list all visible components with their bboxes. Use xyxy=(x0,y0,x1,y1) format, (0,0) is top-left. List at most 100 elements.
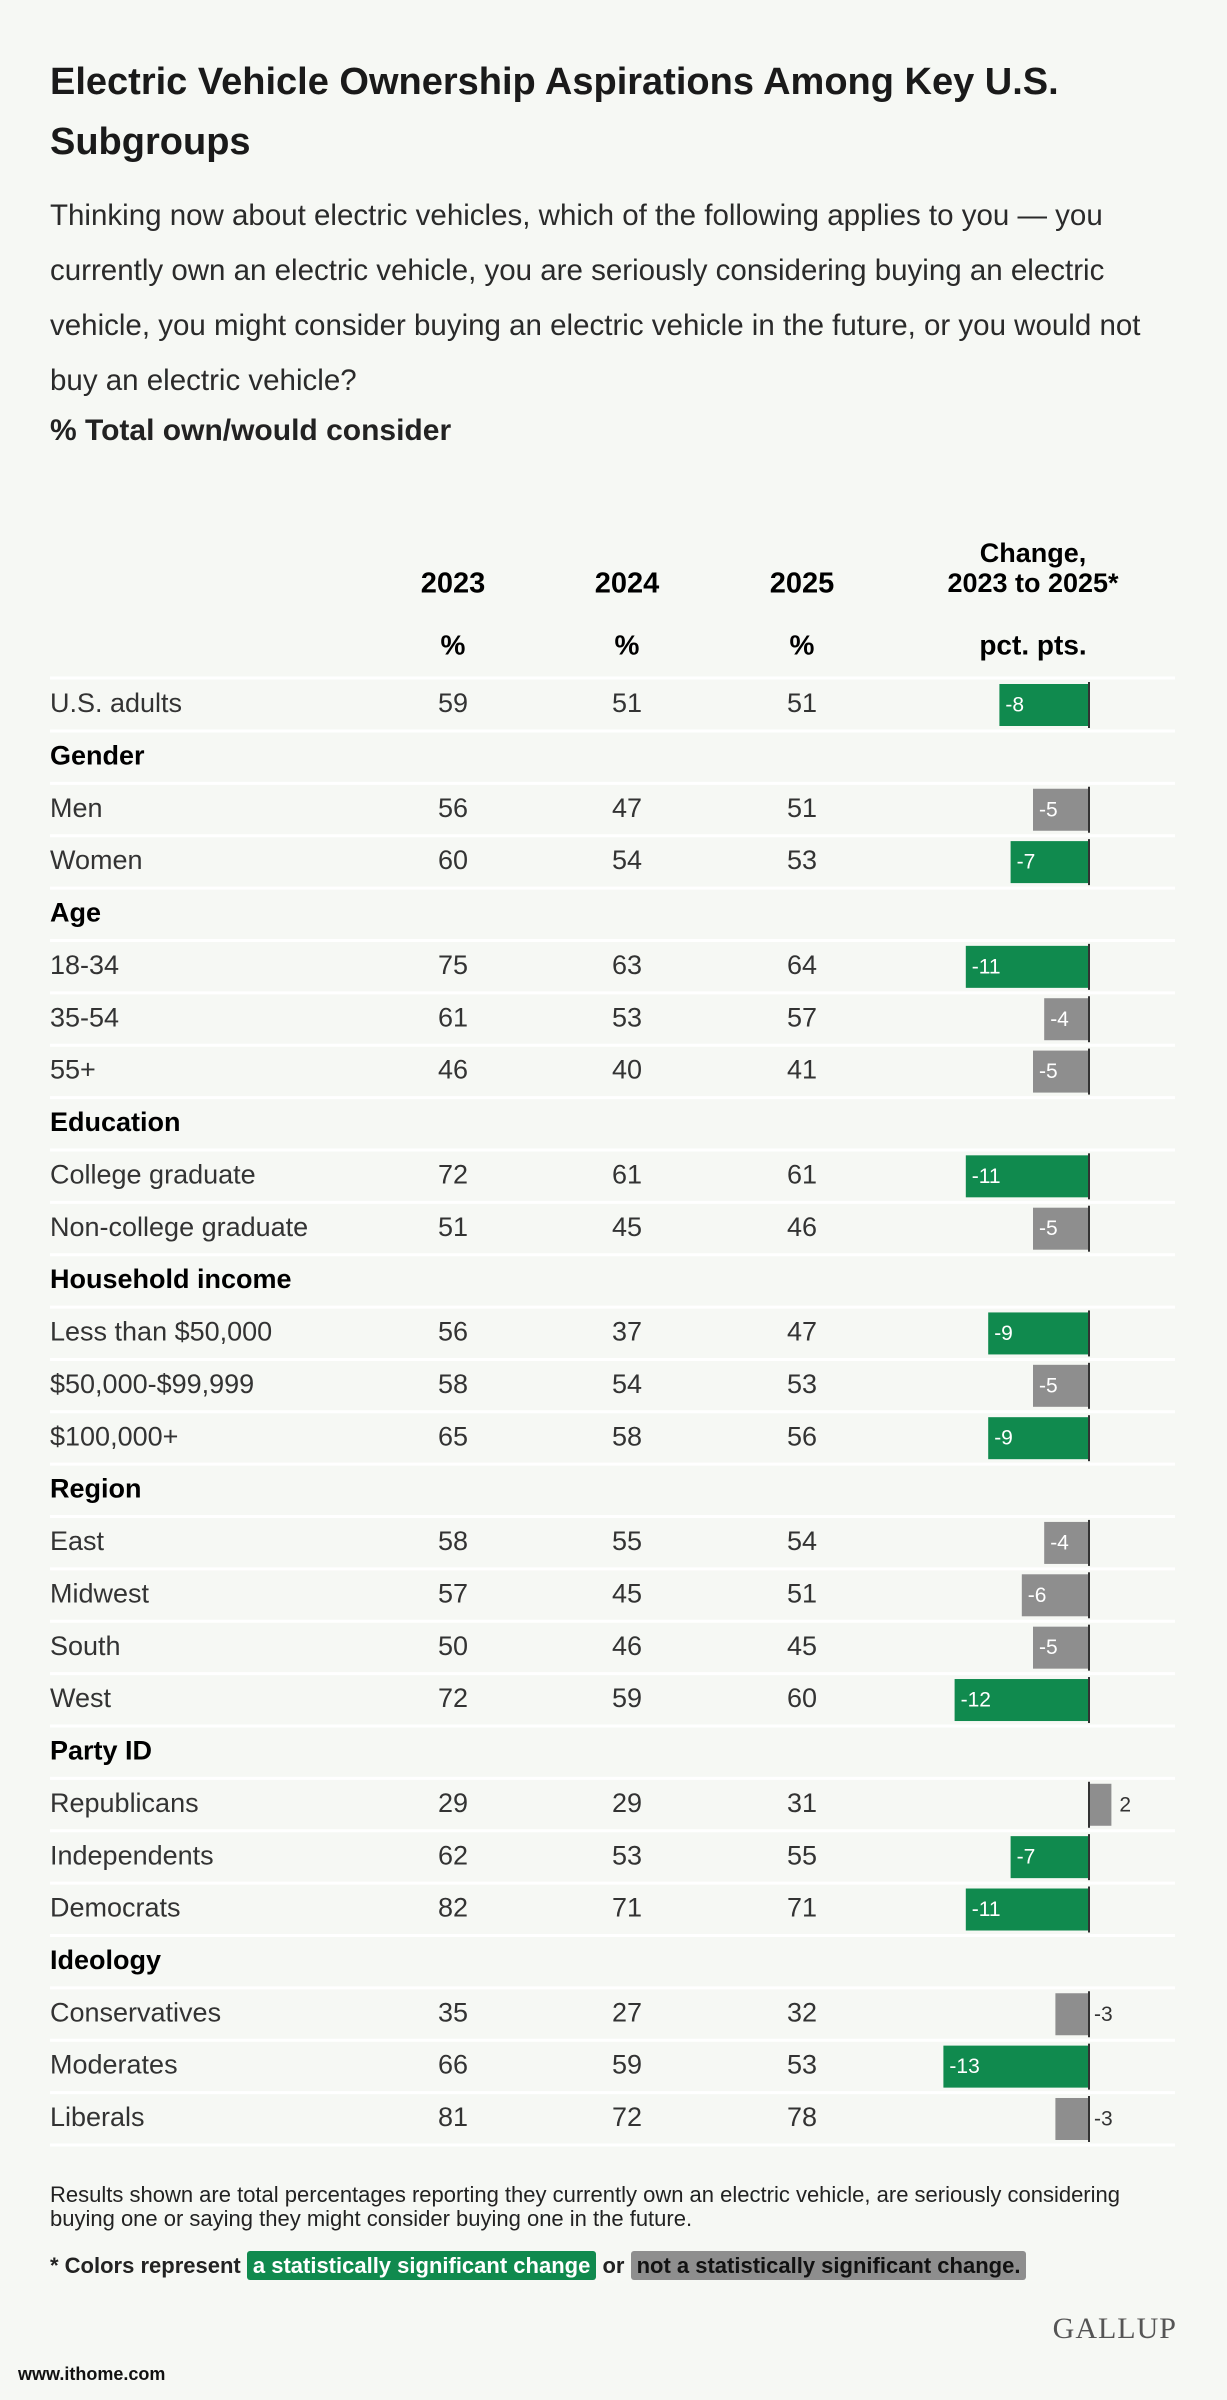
unit-header: % xyxy=(790,629,815,660)
cell-value: 64 xyxy=(787,950,817,980)
cell-value: 55 xyxy=(787,1840,817,1870)
cell-value: 46 xyxy=(612,1631,642,1661)
row-label: Liberals xyxy=(50,2102,145,2132)
change-bar xyxy=(1033,1364,1089,1407)
change-bar xyxy=(1010,841,1089,884)
change-label: -7 xyxy=(1017,851,1036,874)
cell-value: 35 xyxy=(438,1997,468,2027)
change-label: -5 xyxy=(1039,1374,1058,1397)
group-label: Region xyxy=(50,1474,142,1504)
cell-value: 81 xyxy=(438,2102,468,2132)
cell-value: 54 xyxy=(612,1369,642,1399)
change-bar xyxy=(1055,2097,1089,2140)
change-bar xyxy=(1033,1626,1089,1669)
row-label: Less than $50,000 xyxy=(50,1317,272,1347)
change-label: -5 xyxy=(1039,1636,1058,1659)
cell-value: 59 xyxy=(438,688,468,718)
row-label: West xyxy=(50,1683,112,1713)
cell-value: 62 xyxy=(438,1840,468,1870)
cell-value: 53 xyxy=(612,1002,642,1032)
cell-value: 45 xyxy=(612,1578,642,1608)
row-label: Midwest xyxy=(50,1578,150,1608)
cell-value: 51 xyxy=(787,688,817,718)
change-bar xyxy=(965,945,1089,988)
change-label: -11 xyxy=(972,1165,1001,1188)
column-header: 2023 xyxy=(421,568,486,600)
cell-value: 56 xyxy=(438,793,468,823)
change-bar xyxy=(988,1312,1089,1355)
cell-value: 51 xyxy=(787,1578,817,1608)
cell-value: 55 xyxy=(612,1526,642,1556)
cell-value: 59 xyxy=(612,2050,642,2080)
cell-value: 53 xyxy=(787,1369,817,1399)
change-header: Change, xyxy=(980,538,1087,568)
change-bar xyxy=(988,1417,1089,1460)
cell-value: 57 xyxy=(787,1002,817,1032)
row-label: South xyxy=(50,1631,121,1661)
change-bar xyxy=(1033,788,1089,831)
row-label: $50,000-$99,999 xyxy=(50,1369,254,1399)
change-bar xyxy=(1089,1783,1112,1826)
group-label: Gender xyxy=(50,740,145,770)
legend: * Colors represent a statistically signi… xyxy=(50,2251,1027,2280)
legend-prefix: * Colors represent xyxy=(50,2253,241,2278)
change-bar xyxy=(1033,1207,1089,1250)
group-label: Age xyxy=(50,898,101,928)
cell-value: 54 xyxy=(787,1526,817,1556)
change-label: -3 xyxy=(1094,2108,1113,2131)
row-label: Moderates xyxy=(50,2050,178,2080)
cell-value: 27 xyxy=(612,1997,642,2027)
footnote: Results shown are total percentages repo… xyxy=(50,2182,1120,2231)
row-label: 35-54 xyxy=(50,1002,119,1032)
brand: GALLUP xyxy=(1052,2312,1177,2345)
row-label: Independents xyxy=(50,1840,214,1870)
legend-significant: a statistically significant change xyxy=(246,2251,597,2280)
cell-value: 78 xyxy=(787,2102,817,2132)
cell-value: 46 xyxy=(787,1212,817,1242)
row-label: $100,000+ xyxy=(50,1421,178,1451)
change-label: -9 xyxy=(994,1427,1013,1450)
cell-value: 47 xyxy=(612,793,642,823)
cell-value: 82 xyxy=(438,1893,468,1923)
measure: % Total own/would consider xyxy=(50,414,452,447)
cell-value: 29 xyxy=(438,1788,468,1818)
cell-value: 63 xyxy=(612,950,642,980)
row-label: Non-college graduate xyxy=(50,1212,308,1242)
cell-value: 40 xyxy=(612,1055,642,1085)
cell-value: 53 xyxy=(787,2050,817,2080)
cell-value: 61 xyxy=(612,1159,642,1189)
change-label: -12 xyxy=(961,1689,991,1712)
change-bar xyxy=(1010,1836,1089,1879)
cell-value: 51 xyxy=(612,688,642,718)
change-label: -7 xyxy=(1017,1846,1036,1869)
cell-value: 60 xyxy=(787,1683,817,1713)
cell-value: 45 xyxy=(612,1212,642,1242)
cell-value: 53 xyxy=(787,845,817,875)
change-bar xyxy=(999,684,1089,726)
change-label: -5 xyxy=(1039,798,1058,821)
cell-value: 31 xyxy=(787,1788,817,1818)
change-header: 2023 to 2025* xyxy=(947,568,1119,598)
change-label: -11 xyxy=(972,955,1001,978)
change-label: -11 xyxy=(972,1898,1001,1921)
unit-header: % xyxy=(615,629,640,660)
cell-value: 61 xyxy=(787,1159,817,1189)
change-label: -9 xyxy=(994,1322,1013,1345)
unit-header: % xyxy=(441,629,466,660)
group-label: Education xyxy=(50,1107,181,1137)
cell-value: 58 xyxy=(438,1526,468,1556)
cell-value: 53 xyxy=(612,1840,642,1870)
cell-value: 56 xyxy=(438,1317,468,1347)
cell-value: 32 xyxy=(787,1997,817,2027)
row-label: 55+ xyxy=(50,1055,96,1085)
group-label: Household income xyxy=(50,1264,292,1294)
change-bar xyxy=(954,1679,1089,1722)
change-label: -3 xyxy=(1094,2003,1113,2026)
row-label: Women xyxy=(50,845,143,875)
cell-value: 58 xyxy=(438,1369,468,1399)
row-label: U.S. adults xyxy=(50,688,182,718)
cell-value: 72 xyxy=(438,1683,468,1713)
group-label: Ideology xyxy=(50,1945,161,1975)
change-label: -5 xyxy=(1039,1060,1058,1083)
